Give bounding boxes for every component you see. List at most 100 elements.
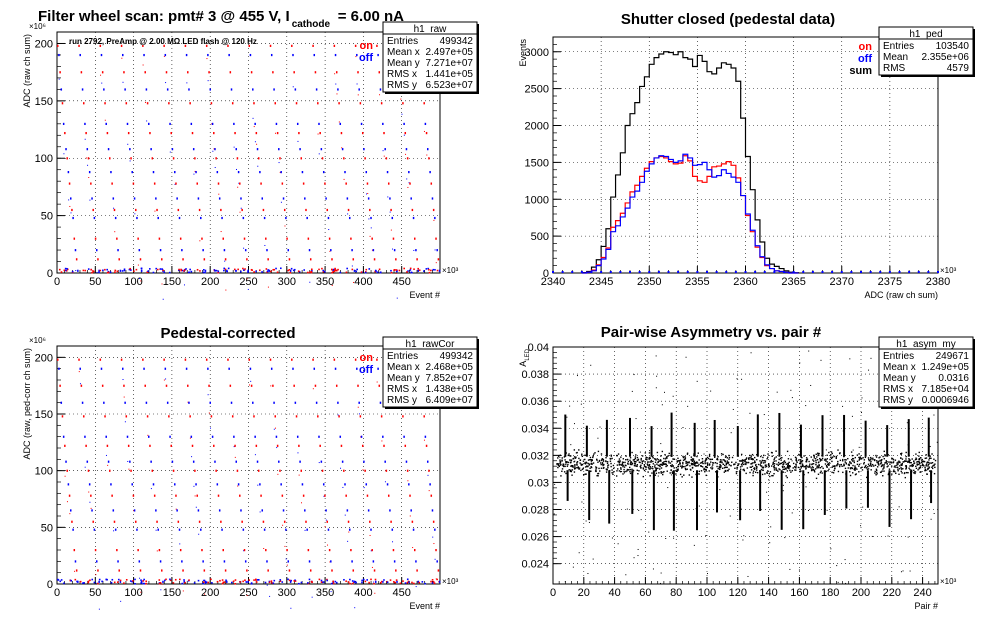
data-point <box>214 148 216 151</box>
data-point <box>719 468 721 471</box>
data-point <box>854 473 857 476</box>
data-point <box>57 358 59 361</box>
outlier-point <box>697 473 699 475</box>
data-point <box>843 463 845 465</box>
outlier-point <box>861 397 863 399</box>
data-point <box>413 549 416 552</box>
data-point <box>931 467 934 470</box>
data-point <box>126 435 129 438</box>
data-point <box>181 249 183 252</box>
data-point <box>571 465 574 468</box>
data-point <box>235 168 237 170</box>
data-point <box>139 278 141 280</box>
outlier-point <box>849 358 851 360</box>
data-point <box>142 64 144 66</box>
data-point <box>372 560 375 563</box>
data-point <box>435 549 437 552</box>
data-point <box>395 579 398 581</box>
data-point <box>200 528 202 531</box>
data-point <box>325 519 327 521</box>
data-point <box>621 461 624 463</box>
data-point <box>277 473 279 475</box>
data-point <box>292 269 295 272</box>
data-point <box>208 384 210 387</box>
data-point <box>590 466 592 468</box>
data-point <box>433 219 435 221</box>
data-point <box>596 459 598 461</box>
data-point <box>208 71 210 74</box>
data-point <box>333 44 336 47</box>
data-point <box>727 462 730 464</box>
data-point <box>300 469 303 472</box>
data-point <box>392 237 395 240</box>
data-point <box>852 472 854 474</box>
data-point <box>704 468 706 471</box>
data-point <box>161 268 164 270</box>
data-point <box>655 467 658 470</box>
data-point <box>331 271 333 274</box>
data-point <box>378 268 381 271</box>
data-point <box>905 471 908 474</box>
data-point <box>87 469 90 472</box>
data-point <box>750 456 752 459</box>
data-point <box>66 157 68 160</box>
series-sum-line <box>581 51 800 274</box>
data-point <box>895 466 897 469</box>
data-point <box>790 471 792 473</box>
data-point <box>66 501 68 503</box>
data-point <box>240 509 242 512</box>
data-point <box>886 466 888 468</box>
data-point <box>373 258 376 261</box>
data-point <box>222 581 225 584</box>
data-point <box>309 569 312 572</box>
data-point <box>254 122 256 126</box>
data-point <box>618 461 620 464</box>
data-point <box>429 171 431 174</box>
data-point <box>561 457 563 459</box>
data-point <box>203 579 206 582</box>
data-point <box>84 435 86 438</box>
data-point <box>918 458 920 461</box>
data-point <box>926 461 929 464</box>
data-point <box>106 131 109 135</box>
outlier-point <box>638 509 640 511</box>
data-point <box>174 578 177 581</box>
data-point <box>352 258 355 261</box>
data-point <box>859 457 861 459</box>
data-point <box>110 171 112 174</box>
data-point <box>383 444 385 447</box>
data-point <box>755 464 757 467</box>
stats-row-value: 4579 <box>947 63 970 74</box>
data-point <box>786 450 789 453</box>
data-point <box>337 88 339 91</box>
data-point <box>409 182 411 185</box>
data-point <box>900 452 902 455</box>
data-point <box>341 147 343 149</box>
data-point <box>782 466 784 468</box>
data-point <box>681 465 684 467</box>
data-point <box>356 367 358 370</box>
data-point <box>612 464 615 467</box>
data-point <box>811 468 813 471</box>
data-point <box>756 454 758 456</box>
data-point <box>773 467 775 469</box>
data-point <box>574 465 576 467</box>
data-point <box>875 456 878 458</box>
data-point <box>315 401 318 404</box>
outlier-point <box>784 471 786 473</box>
data-point <box>194 170 196 172</box>
data-point <box>787 463 789 466</box>
data-point <box>204 271 206 274</box>
outlier-point <box>887 535 889 537</box>
data-point <box>897 462 899 464</box>
data-point <box>356 268 358 271</box>
data-point <box>927 461 930 464</box>
data-point <box>278 460 280 463</box>
data-point <box>302 494 305 497</box>
data-point <box>249 367 252 370</box>
data-point <box>379 88 382 91</box>
data-point <box>224 260 226 262</box>
data-point <box>919 466 922 469</box>
data-point <box>831 466 833 469</box>
series-on-line <box>581 155 799 274</box>
